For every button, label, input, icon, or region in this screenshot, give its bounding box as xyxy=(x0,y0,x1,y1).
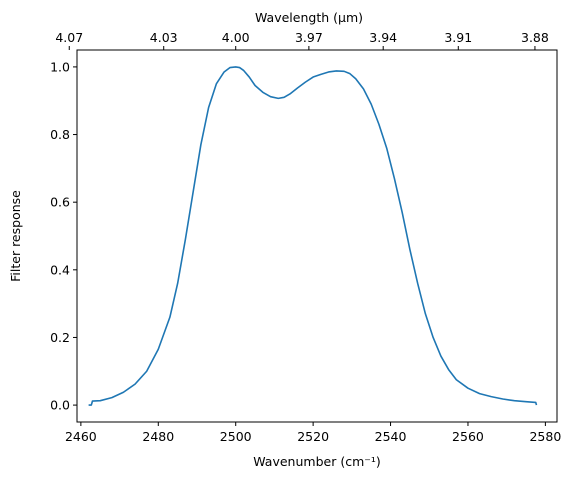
y-tick-label-2: 0.4 xyxy=(50,262,70,277)
x-tick-label-2: 2500 xyxy=(220,429,252,444)
plot-frame xyxy=(76,49,558,423)
top-tick-label-4: 3.94 xyxy=(369,30,397,45)
plot-area xyxy=(77,50,557,422)
x-tick-label-1: 2480 xyxy=(142,429,174,444)
y-tick-label-5: 1.0 xyxy=(50,59,70,74)
series-line-0 xyxy=(88,66,538,406)
x-tick-label-6: 2580 xyxy=(529,429,561,444)
y-tick-label-0: 0.0 xyxy=(50,398,70,413)
y-tick-label-3: 0.6 xyxy=(50,195,70,210)
top-tick-label-3: 3.97 xyxy=(295,30,323,45)
top-axis: 4.07 4.03 4.00 3.97 3.94 3.91 3.88 xyxy=(55,30,549,50)
x-tick-label-4: 2540 xyxy=(375,429,407,444)
y-tick-label-1: 0.2 xyxy=(50,330,70,345)
top-tick-label-5: 3.91 xyxy=(444,30,472,45)
top-tick-label-2: 4.00 xyxy=(222,30,250,45)
top-axis-title: Wavelength (μm) xyxy=(255,10,363,25)
marks-layer xyxy=(88,66,538,406)
x-tick-label-0: 2460 xyxy=(65,429,97,444)
top-tick-label-0: 4.07 xyxy=(55,30,83,45)
left-axis: 0.0 0.2 0.4 0.6 0.8 1.0 xyxy=(50,59,77,413)
top-tick-label-6: 3.88 xyxy=(521,30,549,45)
y-axis-title: Filter response xyxy=(8,190,23,282)
x-axis-title: Wavenumber (cm⁻¹) xyxy=(253,454,380,469)
x-tick-label-5: 2560 xyxy=(452,429,484,444)
bottom-axis: 2460 2480 2500 2520 2540 2560 2580 xyxy=(65,422,561,444)
y-tick-label-4: 0.8 xyxy=(50,127,70,142)
top-tick-label-1: 4.03 xyxy=(150,30,178,45)
x-tick-label-3: 2520 xyxy=(297,429,329,444)
